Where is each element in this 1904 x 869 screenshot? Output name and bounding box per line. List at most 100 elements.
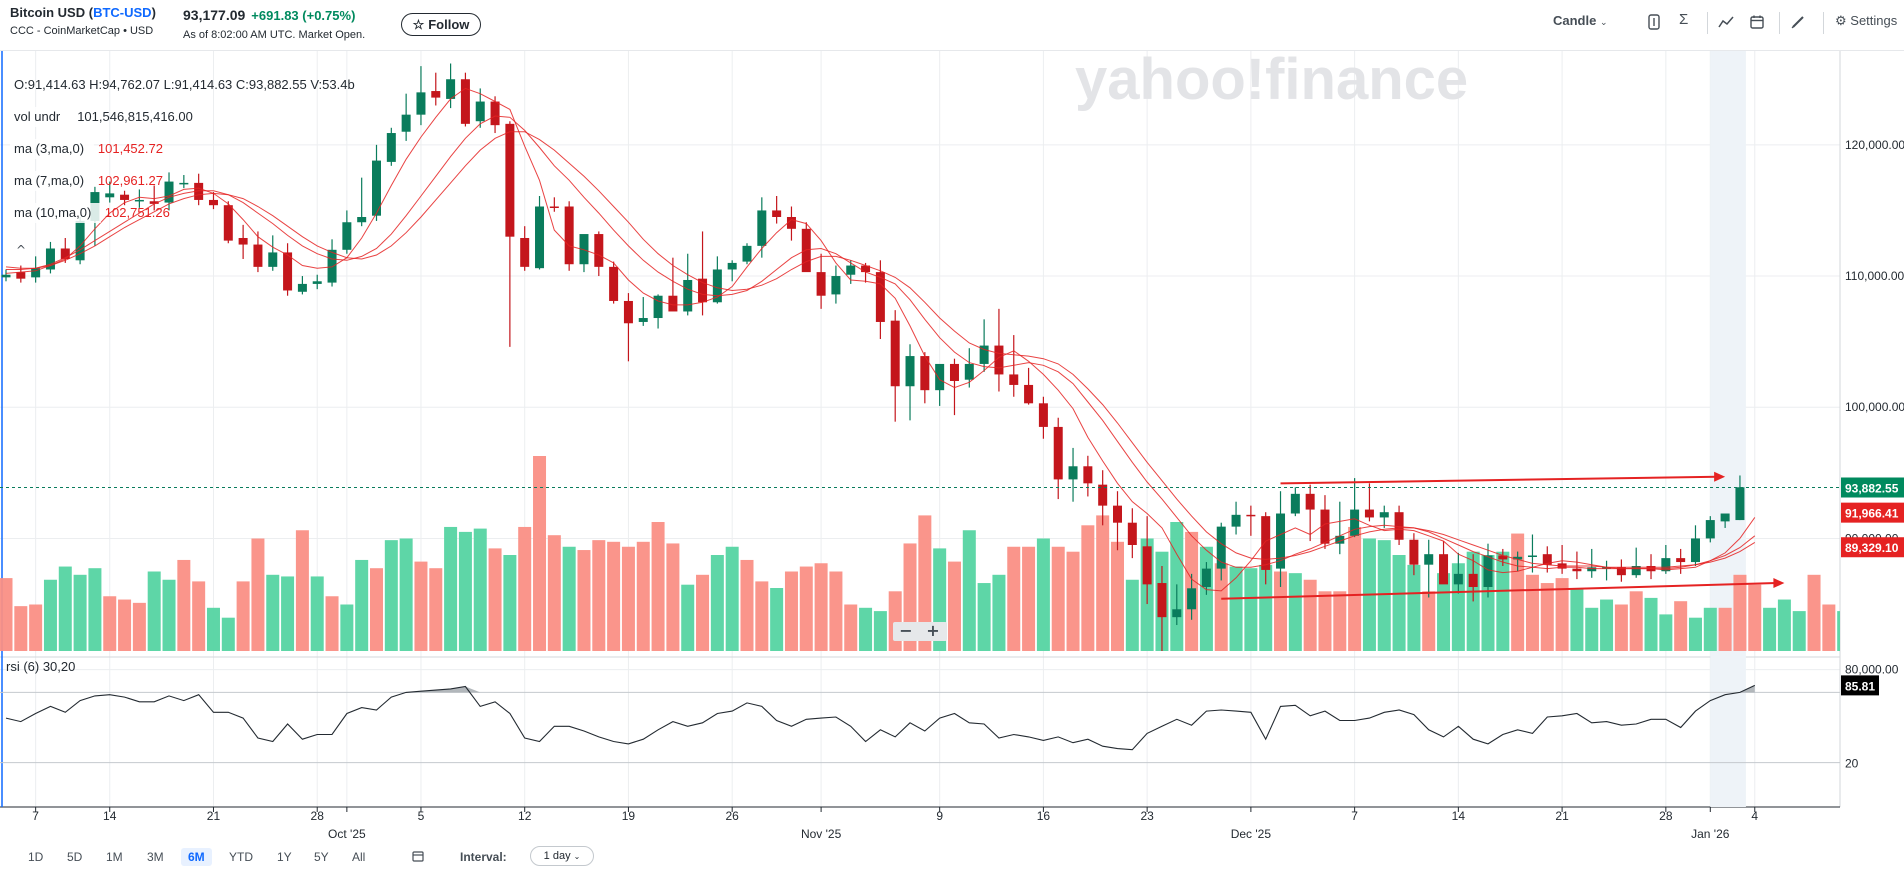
range-1d[interactable]: 1D bbox=[28, 850, 44, 864]
candle[interactable] bbox=[520, 226, 530, 271]
chart-type-dropdown[interactable]: Candle ⌄ bbox=[1553, 13, 1608, 28]
candle[interactable] bbox=[1, 269, 11, 282]
candle[interactable] bbox=[1231, 501, 1241, 535]
candle[interactable] bbox=[1350, 478, 1360, 538]
candle[interactable] bbox=[1720, 513, 1730, 528]
candle[interactable] bbox=[1127, 508, 1137, 559]
candle[interactable] bbox=[535, 196, 545, 270]
candle[interactable] bbox=[1572, 551, 1582, 580]
candle[interactable] bbox=[283, 243, 293, 296]
candle[interactable] bbox=[386, 127, 396, 166]
candle[interactable] bbox=[1024, 367, 1034, 405]
candle[interactable] bbox=[683, 253, 693, 316]
candle[interactable] bbox=[757, 197, 767, 258]
candle[interactable] bbox=[949, 358, 959, 416]
candle[interactable] bbox=[1246, 505, 1256, 536]
candle[interactable] bbox=[1676, 548, 1686, 574]
candle[interactable] bbox=[401, 93, 411, 141]
candle[interactable] bbox=[149, 185, 159, 211]
candle[interactable] bbox=[979, 319, 989, 372]
candle[interactable] bbox=[816, 253, 826, 309]
candle[interactable] bbox=[1216, 522, 1226, 581]
candle[interactable] bbox=[549, 197, 559, 212]
indicator-legend-item[interactable]: ma (7,ma,0) 102,961.27 bbox=[10, 171, 163, 191]
candle[interactable] bbox=[1735, 475, 1745, 521]
candle[interactable] bbox=[1172, 584, 1182, 626]
candle[interactable] bbox=[609, 261, 619, 304]
candle[interactable] bbox=[1038, 396, 1048, 439]
range-1y[interactable]: 1Y bbox=[277, 850, 292, 864]
candle[interactable] bbox=[357, 177, 367, 227]
candle[interactable] bbox=[1335, 501, 1345, 555]
candle[interactable] bbox=[1527, 534, 1537, 573]
candle[interactable] bbox=[772, 196, 782, 224]
candle[interactable] bbox=[1379, 505, 1389, 528]
indicators-icon[interactable] bbox=[1718, 13, 1734, 29]
candle[interactable] bbox=[1068, 447, 1078, 502]
range-3m[interactable]: 3M bbox=[147, 850, 164, 864]
candle[interactable] bbox=[1009, 335, 1019, 397]
candle[interactable] bbox=[1705, 516, 1715, 543]
indicator-legend-item[interactable]: ma (10,ma,0) 102,751.26 bbox=[10, 203, 170, 223]
candle[interactable] bbox=[372, 144, 381, 221]
candle[interactable] bbox=[1157, 565, 1167, 662]
candle[interactable] bbox=[238, 224, 248, 259]
candle[interactable] bbox=[1587, 548, 1597, 578]
candle[interactable] bbox=[1320, 495, 1330, 549]
candle[interactable] bbox=[431, 72, 441, 106]
candle[interactable] bbox=[31, 256, 41, 283]
candle[interactable] bbox=[179, 175, 189, 189]
trendline-arrow[interactable] bbox=[1280, 471, 1726, 485]
candle[interactable] bbox=[1690, 525, 1700, 566]
candle[interactable] bbox=[490, 96, 500, 134]
candle[interactable] bbox=[253, 231, 263, 273]
interval-select[interactable]: 1 day ⌄ bbox=[530, 846, 594, 866]
candle[interactable] bbox=[45, 241, 55, 274]
range-1m[interactable]: 1M bbox=[106, 850, 123, 864]
candle[interactable] bbox=[475, 88, 485, 128]
candle[interactable] bbox=[994, 308, 1004, 392]
candle[interactable] bbox=[905, 344, 915, 421]
candle[interactable] bbox=[1513, 551, 1523, 572]
candle[interactable] bbox=[668, 257, 678, 312]
zoom-out-icon[interactable]: − bbox=[899, 621, 912, 640]
candle[interactable] bbox=[875, 260, 885, 340]
range-6m[interactable]: 6M bbox=[181, 848, 212, 866]
zoom-in-icon[interactable]: + bbox=[926, 621, 939, 640]
range-5y[interactable]: 5Y bbox=[314, 850, 329, 864]
candle[interactable] bbox=[134, 189, 144, 208]
candle[interactable] bbox=[653, 294, 663, 329]
zoom-controls[interactable]: − + bbox=[893, 621, 947, 641]
candle[interactable] bbox=[342, 210, 352, 254]
candle[interactable] bbox=[727, 260, 737, 282]
candle[interactable] bbox=[223, 201, 233, 244]
ticker-link[interactable]: BTC-USD bbox=[93, 5, 152, 20]
indicator-legend-item[interactable]: vol undr 101,546,815,416.00 bbox=[10, 107, 193, 127]
range-all[interactable]: All bbox=[352, 850, 366, 864]
candle[interactable] bbox=[1394, 505, 1404, 545]
candle[interactable] bbox=[505, 121, 515, 347]
trendline-arrow[interactable] bbox=[1221, 578, 1785, 600]
sigma-icon[interactable]: Σ bbox=[1679, 11, 1689, 28]
candle[interactable] bbox=[1142, 516, 1152, 605]
candle[interactable] bbox=[890, 310, 900, 422]
candle[interactable] bbox=[194, 173, 204, 206]
candle[interactable] bbox=[964, 348, 974, 388]
candle[interactable] bbox=[861, 262, 871, 283]
candle[interactable] bbox=[1053, 417, 1063, 500]
candle[interactable] bbox=[1646, 554, 1656, 580]
candle[interactable] bbox=[1483, 543, 1493, 598]
candle[interactable] bbox=[1409, 533, 1419, 576]
compare-icon[interactable] bbox=[1647, 13, 1661, 30]
candle[interactable] bbox=[1098, 470, 1108, 526]
candle[interactable] bbox=[920, 352, 930, 404]
candle[interactable] bbox=[1276, 491, 1286, 587]
range-ytd[interactable]: YTD bbox=[229, 850, 253, 864]
candle[interactable] bbox=[446, 63, 456, 109]
candle[interactable] bbox=[831, 265, 841, 304]
candle[interactable] bbox=[801, 222, 811, 273]
candle[interactable] bbox=[742, 243, 752, 265]
candle[interactable] bbox=[1083, 455, 1093, 497]
candle[interactable] bbox=[1631, 547, 1641, 578]
collapse-legend-icon[interactable]: ^ bbox=[16, 243, 26, 257]
